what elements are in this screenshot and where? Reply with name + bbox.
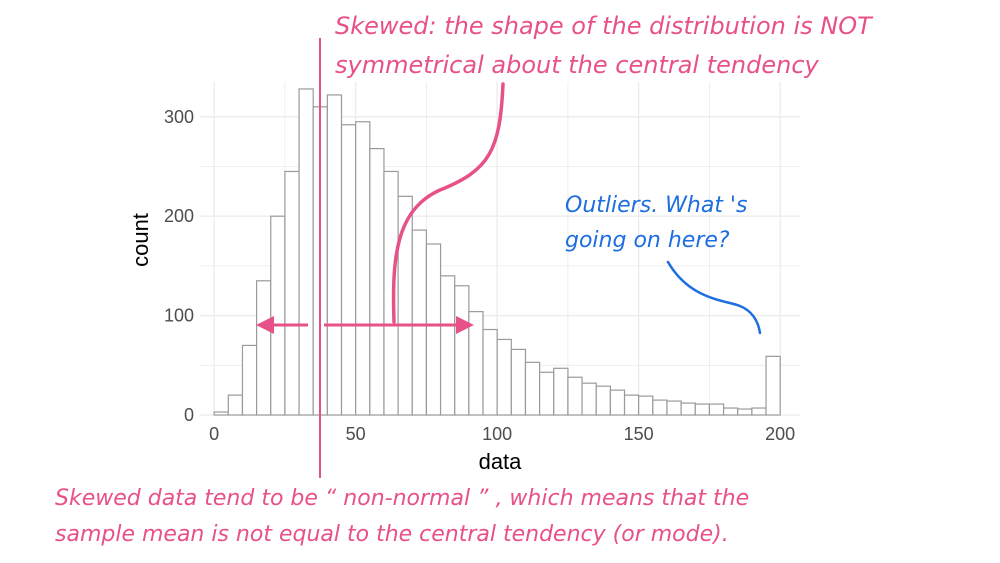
histogram-bar	[638, 395, 654, 416]
skew-pointer-curve	[391, 82, 505, 324]
histogram-bar	[524, 361, 541, 416]
histogram-bar	[496, 338, 512, 416]
spread-arrow-left-head	[256, 316, 274, 334]
histogram-bar	[680, 402, 696, 416]
histogram-bar	[553, 367, 569, 416]
x-tick-label: 150	[624, 424, 654, 444]
histogram-bar	[567, 376, 583, 416]
histogram-bar	[539, 371, 555, 416]
histogram-bar	[411, 229, 428, 416]
histogram-bar	[510, 348, 527, 416]
x-axis-title: data	[479, 449, 523, 474]
histogram-bar	[227, 394, 244, 416]
histogram-bar	[439, 275, 456, 416]
x-tick-label: 200	[765, 424, 795, 444]
histogram-bar	[355, 121, 371, 416]
histogram-bar	[595, 385, 611, 416]
skew-annotation-line1: Skewed: the shape of the distribution is…	[335, 12, 874, 40]
histogram-bar	[397, 195, 413, 416]
histogram-bar	[737, 408, 753, 416]
y-tick-label: 0	[184, 405, 194, 425]
histogram-bar	[326, 94, 343, 416]
outlier-annotation-line2: going on here?	[565, 228, 730, 253]
histogram-bar	[270, 215, 286, 416]
histogram-bar	[298, 88, 314, 416]
histogram-bar	[708, 403, 725, 416]
histogram-bar	[213, 411, 229, 416]
y-tick-label: 300	[164, 107, 194, 127]
histogram-bar	[482, 328, 498, 416]
histogram-bar	[751, 407, 767, 416]
histogram-bar	[694, 403, 711, 416]
histogram-bar	[765, 355, 781, 416]
outlier-annotation-line1: Outliers. What 's	[565, 193, 747, 218]
histogram-bar	[623, 394, 640, 416]
skew-annotation-line2: symmetrical about the central tendency	[335, 51, 820, 79]
histogram-bar	[340, 124, 357, 416]
histogram-bar	[284, 170, 300, 416]
histogram-bar	[581, 382, 597, 416]
y-tick-labels: 0 100 200 300	[164, 107, 194, 425]
histogram-bar	[256, 280, 272, 416]
histogram-bars	[213, 88, 781, 416]
histogram-bar	[609, 389, 626, 416]
histogram-bar	[241, 344, 258, 416]
bottom-annotation-line2: sample mean is not equal to the central …	[55, 522, 729, 547]
histogram-bar	[652, 399, 668, 416]
spread-arrow-right-head	[456, 316, 474, 334]
histogram-bar	[666, 400, 682, 416]
histogram-bar	[454, 285, 470, 416]
histogram-bar	[369, 148, 385, 416]
bottom-annotation-line1: Skewed data tend to be “ non-normal ” , …	[55, 486, 749, 511]
histogram-bar	[425, 243, 442, 416]
x-tick-labels: 0 50 100 150 200	[209, 424, 795, 444]
x-tick-label: 0	[209, 424, 219, 444]
x-tick-label: 100	[482, 424, 512, 444]
outlier-pointer-curve	[666, 260, 762, 335]
y-tick-label: 200	[164, 206, 194, 226]
y-tick-label: 100	[164, 306, 194, 326]
histogram-bar	[722, 407, 739, 416]
x-tick-label: 50	[346, 424, 366, 444]
histogram-bar	[468, 311, 484, 416]
y-axis-title: count	[128, 213, 153, 267]
histogram-bar	[383, 170, 399, 416]
